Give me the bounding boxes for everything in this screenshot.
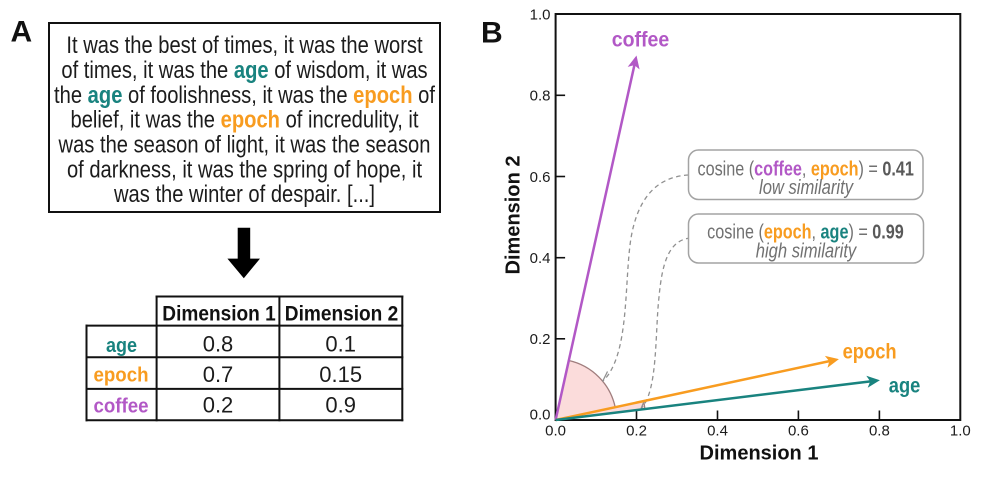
svg-text:coffee: coffee: [612, 29, 670, 52]
svg-text:0.4: 0.4: [530, 250, 551, 267]
svg-text:was the season of light, it wa: was the season of light, it was the seas…: [58, 131, 431, 158]
svg-text:It was the best of times, it w: It was the best of times, it was the wor…: [66, 32, 422, 59]
svg-text:0.6: 0.6: [788, 423, 809, 440]
svg-text:0.15: 0.15: [319, 362, 362, 387]
svg-text:was the winter of despair. [..: was the winter of despair. [...]: [113, 181, 375, 208]
svg-text:Dimension 2: Dimension 2: [285, 303, 398, 326]
svg-text:of times, it was the age of wi: of times, it was the age of wisdom, it w…: [61, 56, 427, 83]
svg-text:A: A: [11, 16, 33, 49]
svg-text:Dimension 2: Dimension 2: [503, 156, 525, 275]
svg-text:0.6: 0.6: [530, 169, 551, 186]
svg-text:0.9: 0.9: [325, 393, 356, 418]
svg-text:0.4: 0.4: [707, 423, 728, 440]
svg-text:of darkness, it was the spring: of darkness, it was the spring of hope, …: [67, 156, 422, 183]
svg-text:1.0: 1.0: [530, 6, 551, 23]
svg-text:0.1: 0.1: [325, 331, 356, 356]
svg-text:coffee: coffee: [94, 395, 149, 417]
svg-text:the age of foolishness, it was: the age of foolishness, it was the epoch…: [54, 81, 436, 108]
svg-text:0.2: 0.2: [530, 331, 551, 348]
svg-text:cosine (epoch, age) = 0.99: cosine (epoch, age) = 0.99: [707, 221, 904, 243]
svg-text:B: B: [481, 16, 503, 49]
svg-text:0.8: 0.8: [869, 423, 890, 440]
svg-text:0.2: 0.2: [203, 393, 234, 418]
svg-text:epoch: epoch: [843, 341, 897, 364]
svg-text:0.0: 0.0: [545, 423, 566, 440]
svg-text:0.0: 0.0: [530, 406, 551, 423]
svg-text:epoch: epoch: [94, 365, 149, 387]
svg-text:0.2: 0.2: [626, 423, 647, 440]
svg-text:cosine (coffee, epoch) = 0.41: cosine (coffee, epoch) = 0.41: [697, 158, 913, 180]
svg-text:0.7: 0.7: [203, 362, 234, 387]
svg-text:1.0: 1.0: [950, 423, 971, 440]
svg-text:high similarity: high similarity: [756, 239, 858, 262]
svg-text:belief, it was the epoch of in: belief, it was the epoch of incredulity,…: [71, 106, 419, 133]
svg-text:low similarity: low similarity: [759, 176, 855, 199]
svg-text:age: age: [106, 335, 137, 357]
svg-text:Dimension 1: Dimension 1: [700, 443, 819, 465]
svg-text:0.8: 0.8: [530, 88, 551, 105]
svg-text:0.8: 0.8: [203, 331, 234, 356]
svg-text:Dimension 1: Dimension 1: [162, 303, 275, 326]
svg-text:age: age: [889, 375, 921, 398]
